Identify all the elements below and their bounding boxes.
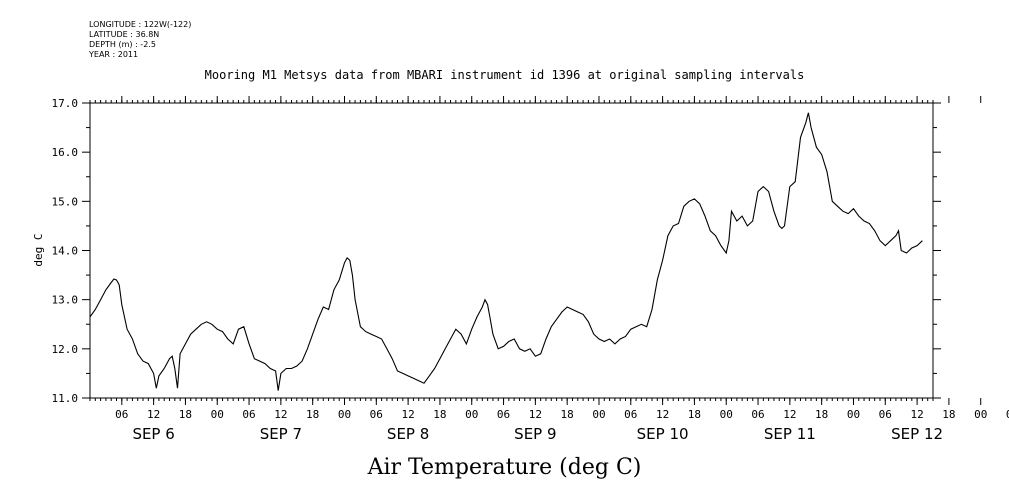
- meta-latitude: LATITUDE : 36.8N: [89, 30, 160, 39]
- x-tick-label: 18: [561, 408, 574, 421]
- series-line: [89, 112, 923, 391]
- y-tick-label: 12.0: [52, 343, 79, 356]
- x-tick-label: 12: [783, 408, 796, 421]
- x-day-label: SEP 9: [514, 425, 556, 443]
- x-axis-title: Air Temperature (deg C): [367, 455, 642, 480]
- x-tick-label: 06: [370, 408, 383, 421]
- x-tick-label: 12: [147, 408, 160, 421]
- x-tick-label: 06: [497, 408, 510, 421]
- x-tick-label: 00: [465, 408, 478, 421]
- x-tick-label: 18: [179, 408, 192, 421]
- x-tick-label: 00: [720, 408, 733, 421]
- x-tick-label: 12: [529, 408, 542, 421]
- metadata-block: LONGITUDE : 122W(-122) LATITUDE : 36.8N …: [89, 20, 191, 60]
- x-tick-label: 18: [433, 408, 446, 421]
- x-tick-label: 00: [211, 408, 224, 421]
- x-tick-label: 18: [306, 408, 319, 421]
- x-day-label: SEP 6: [132, 425, 174, 443]
- x-tick-label: 00: [592, 408, 605, 421]
- y-tick-label: 13.0: [52, 294, 79, 307]
- x-tick-label: 06: [624, 408, 637, 421]
- x-tick-label: 06: [751, 408, 764, 421]
- x-tick-label: 12: [274, 408, 287, 421]
- y-axis-label: deg C: [32, 233, 45, 266]
- x-tick-label: 06: [242, 408, 255, 421]
- x-tick-label: 18: [815, 408, 828, 421]
- meta-depth: DEPTH (m) : -2.5: [89, 40, 156, 49]
- x-tick-label: 00: [338, 408, 351, 421]
- x-tick-label: 00: [974, 408, 987, 421]
- x-day-label: SEP 8: [387, 425, 429, 443]
- x-tick-label: 18: [688, 408, 701, 421]
- x-day-label: SEP 10: [637, 425, 689, 443]
- meta-year: YEAR : 2011: [89, 50, 139, 59]
- y-tick-label: 17.0: [52, 97, 79, 110]
- y-tick-label: 14.0: [52, 245, 79, 258]
- y-tick-label: 15.0: [52, 195, 79, 208]
- y-tick-label: 11.0: [52, 392, 79, 405]
- plot-frame: [89, 102, 934, 399]
- x-tick-label: 12: [910, 408, 923, 421]
- x-tick-label: 12: [401, 408, 414, 421]
- x-day-label: SEP 7: [260, 425, 302, 443]
- x-day-label: SEP 11: [764, 425, 816, 443]
- x-tick-label: 06: [879, 408, 892, 421]
- y-tick-label: 16.0: [52, 146, 79, 159]
- meta-longitude: LONGITUDE : 122W(-122): [89, 20, 192, 29]
- x-tick-label: 06: [1006, 408, 1009, 421]
- x-tick-label: 18: [942, 408, 955, 421]
- x-day-label: SEP 12: [891, 425, 943, 443]
- x-tick-label: 00: [847, 408, 860, 421]
- chart-title: Mooring M1 Metsys data from MBARI instru…: [204, 68, 805, 82]
- x-tick-label: 12: [656, 408, 669, 421]
- x-tick-label: 06: [115, 408, 128, 421]
